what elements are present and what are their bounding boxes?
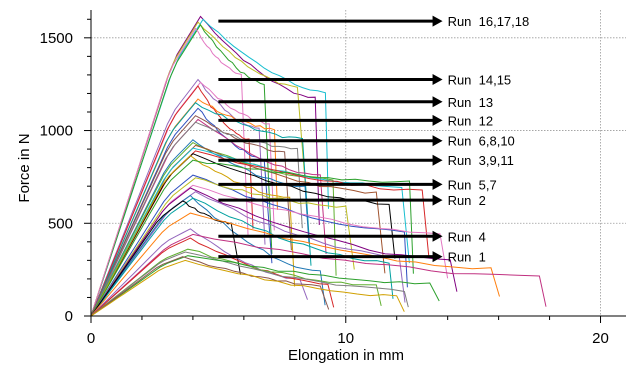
annotation-label: Run 13 <box>448 95 494 110</box>
arrow-head-icon <box>432 96 443 108</box>
annotation-label: Run 16,17,18 <box>448 14 530 29</box>
arrow-head-icon <box>432 178 443 190</box>
annotation-label: Run 6,8,10 <box>448 134 515 149</box>
series-line <box>90 27 249 317</box>
series-line <box>90 233 547 317</box>
series-line <box>90 102 312 317</box>
series-line <box>90 237 335 317</box>
series-line <box>90 78 266 317</box>
series-line <box>90 259 405 317</box>
arrow-head-icon <box>432 154 443 166</box>
annotation-label: Run 4 <box>448 229 486 244</box>
series-line <box>90 159 414 317</box>
series-line <box>90 191 406 317</box>
x-axis-label: Elongation in mm <box>288 347 404 364</box>
series-line <box>90 194 326 317</box>
arrow-head-icon <box>432 194 443 206</box>
annotation-label: Run 1 <box>448 250 486 265</box>
series-line <box>90 154 296 317</box>
series-line <box>90 187 458 317</box>
series-line <box>90 121 303 317</box>
grid <box>91 10 626 316</box>
y-tick-label: 1000 <box>40 123 73 140</box>
arrow-head-icon <box>432 114 443 126</box>
y-axis-label: Force in N <box>16 133 33 202</box>
series-line <box>90 251 409 317</box>
arrow-head-icon <box>432 15 443 27</box>
series-layer <box>90 15 547 317</box>
series-line <box>90 147 410 317</box>
arrow-head-icon <box>432 135 443 147</box>
series-line <box>90 23 273 317</box>
x-tick-label: 0 <box>87 330 95 347</box>
arrow-head-icon <box>432 251 443 263</box>
series-line <box>90 197 394 317</box>
series-line <box>90 212 500 317</box>
series-line <box>90 85 254 317</box>
arrow-head-icon <box>432 74 443 86</box>
arrow-head-icon <box>432 230 443 242</box>
y-tick-label: 1500 <box>40 30 73 47</box>
x-tick-label: 20 <box>592 330 609 347</box>
annotation-label: Run 12 <box>448 113 494 128</box>
series-line <box>90 255 440 317</box>
axes: 0 500 1000 1500 0 10 20 <box>40 10 626 347</box>
series-line <box>90 115 292 317</box>
annotation-label: Run 14,15 <box>448 73 512 88</box>
x-tick-label: 10 <box>337 330 354 347</box>
series-line <box>90 177 355 317</box>
y-tick-label: 0 <box>65 308 73 325</box>
series-line <box>90 256 330 317</box>
annotations: Run 16,17,18 Run 14,15 Run 13 Run 12 Run 6,8… <box>218 14 529 265</box>
annotation-label: Run 2 <box>448 193 486 208</box>
series-line <box>90 200 241 317</box>
y-tick-label: 500 <box>48 215 73 232</box>
annotation-label: Run 3,9,11 <box>448 153 514 168</box>
annotation-label: Run 5,7 <box>448 177 497 192</box>
